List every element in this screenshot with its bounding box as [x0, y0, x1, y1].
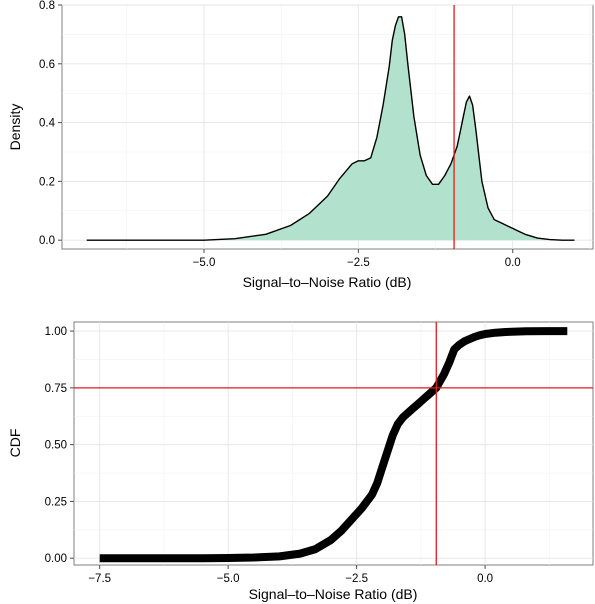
cdf-reference-lines: [74, 322, 593, 565]
density-curve: [86, 16, 575, 241]
cdf-marks: [99, 327, 568, 563]
density-y-tick-label: 0.2: [39, 176, 55, 188]
cdf-x-tick-label: −2.5: [345, 573, 368, 585]
cdf-panel: −7.5 −5.0 −2.5 0.0 0.00 0.25 0.50 0.75 1.00 Sig…: [7, 321, 594, 602]
density-x-axis: −5.0 −2.5 0.0: [193, 249, 521, 269]
density-panel: −5.0 −2.5 0.0 0.0 0.2 0.4 0.6 0.8 Signal–to–No…: [7, 0, 594, 290]
cdf-y-axis-title: CDF: [7, 429, 23, 458]
density-x-tick-label: −2.5: [347, 257, 370, 269]
density-area: [86, 16, 575, 241]
cdf-plot-area: [73, 321, 594, 566]
density-y-tick-label: 0.6: [39, 59, 55, 71]
cdf-y-tick-label: 1.00: [45, 326, 67, 338]
density-marks: [86, 16, 575, 241]
cdf-x-tick-label: −5.0: [217, 573, 240, 585]
cdf-y-tick-label: 0.50: [45, 440, 67, 452]
cdf-y-tick-label: 0.00: [45, 553, 67, 565]
density-y-tick-label: 0.8: [39, 0, 55, 12]
cdf-x-tick-label: −7.5: [88, 573, 111, 585]
cdf-x-tick-label: 0.0: [477, 573, 493, 585]
density-x-axis-title: Signal–to–Noise Ratio (dB): [243, 274, 412, 290]
cdf-y-tick-label: 0.25: [45, 496, 67, 508]
cdf-y-axis: 0.00 0.25 0.50 0.75 1.00: [45, 326, 74, 565]
density-y-tick-label: 0.4: [39, 118, 56, 130]
density-x-tick-label: 0.0: [505, 257, 521, 269]
density-y-tick-label: 0.0: [39, 235, 55, 247]
density-y-axis: 0.0 0.2 0.4 0.6 0.8: [39, 0, 62, 247]
density-x-tick-label: −5.0: [193, 257, 216, 269]
density-y-axis-title: Density: [7, 104, 23, 151]
cdf-x-axis: −7.5 −5.0 −2.5 0.0: [88, 565, 493, 585]
cdf-x-axis-title: Signal–to–Noise Ratio (dB): [249, 586, 418, 602]
density-grid: [62, 4, 593, 249]
cdf-y-tick-label: 0.75: [45, 383, 67, 395]
cdf-curve: [99, 327, 568, 563]
